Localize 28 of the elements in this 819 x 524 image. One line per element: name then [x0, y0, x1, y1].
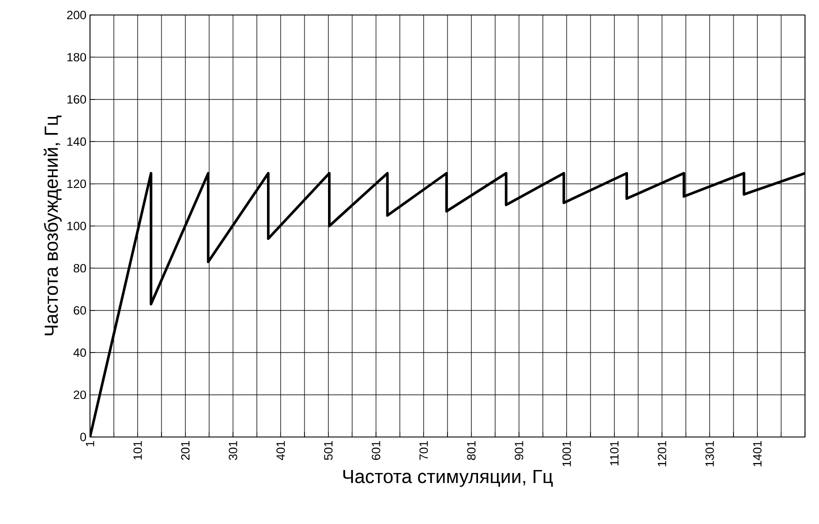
x-tick-label: 1201 [658, 441, 666, 466]
x-tick-label: 1 [86, 441, 94, 446]
x-tick-label: 1001 [562, 441, 571, 466]
x-tick-label: 901 [514, 441, 524, 460]
y-tick-label: 200 [67, 10, 86, 20]
x-tick-label: 1101 [610, 441, 619, 466]
x-tick-label: 101 [133, 441, 142, 460]
y-tick-label: 80 [74, 264, 86, 272]
x-tick-label: 701 [419, 441, 428, 460]
x-tick-label: 201 [181, 441, 190, 460]
y-axis-title: Частота возбуждений, Гц [44, 116, 62, 336]
y-tick-label: 160 [67, 95, 86, 104]
y-tick-label: 180 [67, 52, 86, 62]
x-tick-label: 401 [276, 441, 285, 460]
x-tick-label: 601 [372, 441, 380, 460]
y-tick-label: 120 [67, 180, 86, 188]
y-tick-label: 20 [74, 390, 86, 400]
x-axis-title: Частота стимуляции, Гц [343, 470, 553, 487]
y-tick-label: 40 [73, 348, 86, 357]
y-tick-label: 60 [74, 306, 86, 315]
y-tick-label: 140 [67, 137, 86, 146]
x-tick-label: 501 [324, 441, 333, 460]
x-tick-label: 801 [467, 441, 476, 460]
x-tick-label: 1301 [705, 441, 714, 466]
y-tick-label: 100 [67, 222, 86, 230]
x-tick-label: 301 [228, 441, 238, 460]
x-tick-label: 1401 [753, 441, 762, 466]
y-tick-label: 0 [80, 432, 86, 442]
